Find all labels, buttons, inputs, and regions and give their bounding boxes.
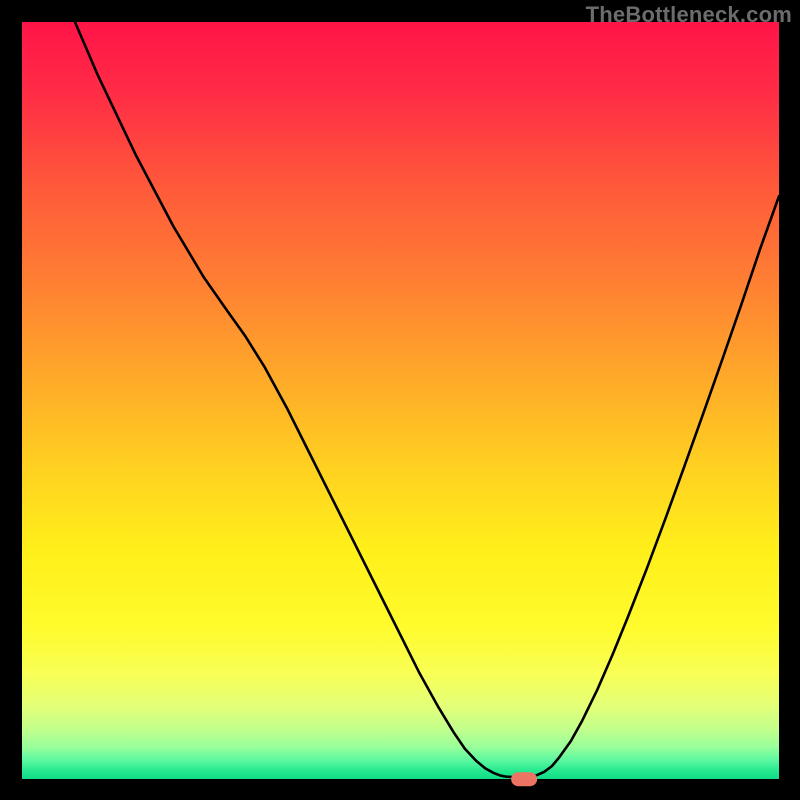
bottleneck-chart: [22, 22, 779, 779]
watermark-text: TheBottleneck.com: [586, 2, 792, 28]
chart-background: [22, 22, 779, 779]
optimum-marker: [511, 772, 537, 786]
chart-stage: TheBottleneck.com: [0, 0, 800, 800]
